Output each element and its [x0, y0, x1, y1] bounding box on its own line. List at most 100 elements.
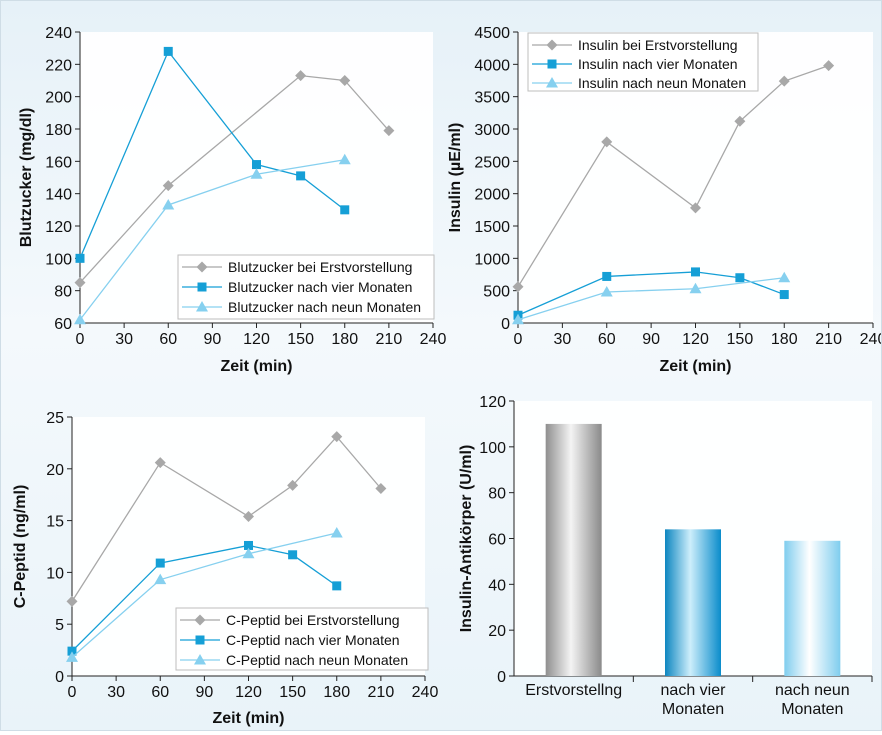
- data-point: [75, 253, 85, 263]
- legend-marker: [197, 282, 207, 292]
- data-point: [154, 457, 166, 469]
- category-label: Erstvorstellng: [525, 682, 622, 699]
- data-point: [600, 285, 613, 297]
- x-axis-label: Zeit (min): [213, 710, 285, 727]
- data-point: [162, 180, 174, 192]
- x-tick-label: 90: [642, 331, 660, 348]
- x-tick-label: 30: [107, 684, 125, 701]
- y-tick-label: 5: [55, 617, 64, 634]
- data-point: [383, 125, 395, 137]
- data-point: [375, 482, 387, 494]
- x-tick-label: 150: [727, 331, 754, 348]
- bar: [545, 423, 602, 676]
- y-tick-label: 10: [46, 565, 64, 582]
- x-tick-label: 240: [420, 331, 447, 348]
- x-tick-label: 210: [368, 684, 395, 701]
- data-point: [250, 168, 263, 179]
- data-point: [340, 205, 350, 215]
- data-point: [778, 271, 791, 283]
- series-3: [512, 271, 791, 325]
- y-axis-label: Insulin (µE/ml): [447, 123, 464, 233]
- y-tick-label: 120: [479, 394, 506, 411]
- data-point: [823, 60, 835, 72]
- data-point: [287, 479, 299, 491]
- data-point: [778, 75, 790, 87]
- x-tick-label: 120: [243, 331, 270, 348]
- y-tick-label: 3000: [474, 122, 510, 139]
- category-label: nach vier: [661, 682, 727, 699]
- data-point: [155, 558, 165, 568]
- y-tick-label: 4000: [474, 57, 510, 74]
- legend-marker: [195, 635, 205, 645]
- series-1: [66, 431, 387, 607]
- y-tick-label: 20: [46, 462, 64, 479]
- x-tick-label: 180: [323, 684, 350, 701]
- category-label: Monaten: [781, 701, 843, 718]
- data-point: [296, 171, 306, 181]
- chart-panel-2: 0 30 60 90 120 150 180 210 240 0 500 1000 1500 2000 25…: [447, 25, 882, 375]
- y-tick-label: 20: [488, 623, 506, 640]
- x-tick-label: 30: [115, 331, 133, 348]
- y-tick-label: 160: [45, 154, 72, 171]
- x-tick-label: 180: [771, 331, 798, 348]
- y-tick-label: 240: [45, 25, 72, 42]
- legend-marker: [546, 77, 558, 88]
- legend-marker: [196, 261, 208, 273]
- x-tick-label: 0: [514, 331, 523, 348]
- x-axis-label: Zeit (min): [660, 358, 732, 375]
- data-point: [690, 202, 701, 214]
- legend-label: Insulin bei Erstvorstellung: [578, 37, 738, 53]
- series-line: [71, 435, 382, 602]
- x-tick-label: 210: [376, 331, 403, 348]
- x-tick-label: 150: [287, 331, 314, 348]
- data-point: [330, 527, 343, 538]
- x-tick-label: 30: [553, 331, 571, 348]
- series-2: [67, 540, 342, 656]
- x-tick-label: 60: [151, 684, 169, 701]
- chart-layer: 0 30 60 90 120 150 180 210 240608010012014016018…: [12, 25, 882, 727]
- y-tick-label: 2000: [474, 187, 510, 204]
- data-point: [252, 160, 261, 170]
- y-tick-label: 120: [45, 219, 72, 236]
- data-point: [66, 595, 78, 607]
- x-tick-label: 150: [279, 684, 306, 701]
- legend: Blutzucker bei Erstvorstellung Blutzucker…: [177, 254, 435, 320]
- bar: [784, 540, 841, 676]
- chart-panel-1: 0 30 60 90 120 150 180 210 240 60 80 100 120 140 160 18…: [18, 25, 446, 375]
- data-point: [288, 550, 298, 560]
- series-line: [71, 532, 337, 658]
- x-tick-label: 60: [159, 331, 177, 348]
- data-point: [295, 70, 307, 82]
- y-tick-label: 1000: [474, 251, 510, 268]
- y-tick-label: 40: [488, 577, 506, 594]
- data-point: [734, 115, 746, 127]
- x-tick-label: 0: [68, 684, 77, 701]
- x-tick-label: 90: [203, 331, 221, 348]
- y-tick-label: 500: [483, 284, 510, 301]
- y-tick-label: 80: [54, 284, 72, 301]
- x-tick-label: 180: [331, 331, 358, 348]
- data-point: [243, 510, 254, 522]
- chart-panel-4: 0 20 40 60 80 100 120 Insulin-Antikörper (U/ml)…: [458, 394, 873, 718]
- y-tick-label: 0: [497, 669, 506, 686]
- legend-box: [527, 32, 759, 92]
- legend-marker: [194, 614, 206, 626]
- data-point: [691, 267, 700, 277]
- legend-box: [177, 254, 435, 320]
- data-point: [163, 46, 173, 56]
- series-line: [79, 159, 345, 321]
- y-tick-label: 140: [45, 187, 72, 204]
- data-point: [601, 136, 613, 148]
- data-point: [512, 313, 524, 325]
- x-tick-label: 0: [76, 331, 85, 348]
- series-3: [66, 527, 343, 662]
- y-tick-label: 4500: [474, 25, 510, 42]
- series-line: [517, 277, 785, 321]
- data-point: [66, 651, 78, 662]
- x-tick-label: 210: [815, 331, 842, 348]
- y-tick-label: 80: [488, 486, 506, 503]
- x-tick-label: 60: [598, 331, 616, 348]
- y-tick-label: 0: [501, 316, 510, 333]
- data-point: [74, 313, 86, 325]
